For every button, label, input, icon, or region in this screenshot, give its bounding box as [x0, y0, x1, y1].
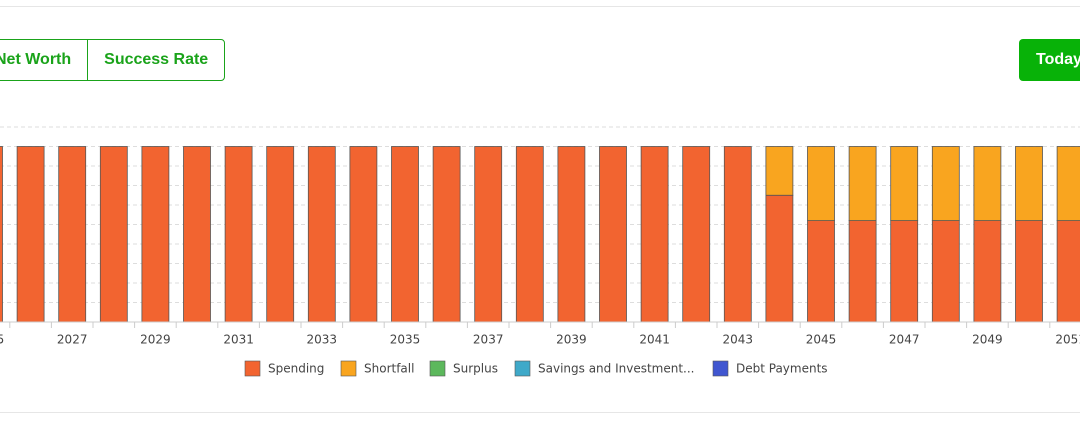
x-tick-label: 2039 — [556, 333, 587, 347]
x-tick-label: 2025 — [0, 333, 4, 347]
legend-swatch — [244, 360, 261, 377]
bar-segment — [765, 194, 794, 323]
bar-segment — [0, 146, 3, 323]
bar-segment — [1015, 146, 1043, 221]
legend-label: Savings and Investment... — [538, 362, 695, 376]
bar-segment — [515, 146, 544, 323]
success-rate-button[interactable]: Success Rate — [87, 40, 224, 80]
bar-segment — [682, 146, 711, 323]
legend-swatch — [712, 360, 729, 377]
bar-segment — [1056, 146, 1080, 221]
bar-segment — [765, 146, 794, 196]
net-worth-button[interactable]: Net Worth — [0, 51, 72, 68]
x-tick-label: 2051 — [1055, 333, 1080, 347]
bar-segment — [266, 146, 295, 323]
bar-segment — [807, 146, 835, 221]
legend-label: Surplus — [453, 362, 498, 376]
bar-segment — [183, 146, 211, 323]
x-tick-label: 2047 — [889, 333, 920, 347]
x-tick-label: 2033 — [307, 333, 338, 347]
x-tick-label: 2041 — [639, 333, 670, 347]
bar-segment — [99, 146, 128, 323]
bottom-rule — [0, 412, 1080, 413]
bar-segment — [58, 146, 87, 323]
legend-swatch — [340, 360, 357, 377]
bar-segment — [848, 220, 877, 323]
x-tick-label: 2035 — [390, 333, 421, 347]
bar-segment — [723, 146, 752, 323]
bar-segment — [16, 146, 45, 323]
x-tick-label: 2049 — [972, 333, 1003, 347]
x-tick-label: 2031 — [223, 333, 254, 347]
legend-label: Debt Payments — [736, 362, 828, 376]
bar-segment — [890, 220, 919, 323]
bar-segment — [474, 146, 503, 323]
bar-segment — [141, 146, 170, 323]
today-button[interactable]: Today — [1019, 39, 1080, 81]
bar-segment — [931, 146, 960, 221]
bar-segment — [807, 220, 835, 323]
bar-segment — [557, 146, 586, 323]
bar-segment — [1056, 220, 1080, 323]
bar-segment — [349, 146, 378, 323]
x-tick-label: 2029 — [140, 333, 171, 347]
legend-label: Shortfall — [364, 362, 414, 376]
bar-segment — [224, 146, 253, 323]
legend-swatch — [514, 360, 531, 377]
top-rule — [0, 6, 1080, 7]
bar-segment — [890, 146, 919, 221]
x-tick-label: 2037 — [473, 333, 504, 347]
bar-segment — [599, 146, 627, 323]
bar-segment — [1015, 220, 1043, 323]
x-tick-label: 2045 — [806, 333, 837, 347]
legend-swatch — [429, 360, 446, 377]
bar-segment — [973, 220, 1002, 323]
x-tick-label: 2043 — [723, 333, 754, 347]
bar-segment — [848, 146, 877, 221]
bar-segment — [973, 146, 1002, 221]
legend-label: Spending — [268, 362, 324, 376]
bar-segment — [640, 146, 669, 323]
x-tick-label: 2027 — [57, 333, 88, 347]
view-toggle: Net Worth Success Rate — [0, 39, 226, 81]
bar-segment — [432, 146, 461, 323]
bar-segment — [391, 146, 419, 323]
bar-segment — [307, 146, 336, 323]
bar-segment — [931, 220, 960, 323]
